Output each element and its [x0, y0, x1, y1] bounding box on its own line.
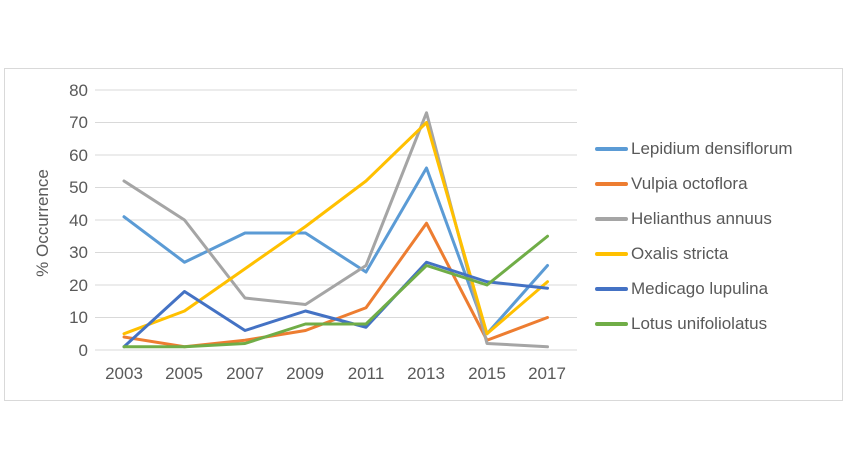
x-tick-label: 2005 — [165, 364, 203, 383]
series-line — [122, 121, 549, 336]
x-tick-label: 2003 — [105, 364, 143, 383]
y-tick-label: 60 — [69, 146, 88, 165]
legend-item: Lepidium densiflorum — [595, 138, 793, 160]
y-tick-label: 30 — [69, 243, 88, 262]
x-tick-label: 2011 — [347, 364, 385, 383]
legend-label: Medicago lupulina — [631, 279, 769, 298]
series-line — [122, 111, 549, 349]
x-tick-label: 2015 — [468, 364, 506, 383]
series-color-swatch — [595, 322, 628, 326]
x-tick-label: 2013 — [407, 364, 445, 383]
legend-item: Lotus unifoliolatus — [595, 313, 767, 335]
x-tick-label: 2017 — [528, 364, 566, 383]
y-tick-label: 70 — [69, 113, 88, 132]
series-color-swatch — [595, 147, 628, 151]
legend-label: Vulpia octoflora — [631, 174, 748, 193]
chart-object: % Occurrence 0 10 20 30 40 50 60 70 80 2… — [4, 68, 843, 401]
series-line — [122, 260, 549, 349]
x-tick-label: 2009 — [286, 364, 324, 383]
y-tick-label: 10 — [69, 308, 88, 327]
legend-label: Lotus unifoliolatus — [631, 314, 768, 333]
series-color-swatch — [595, 217, 628, 221]
series-color-swatch — [595, 287, 628, 291]
legend-item: Vulpia octoflora — [595, 173, 748, 195]
y-tick-label: 0 — [78, 341, 88, 360]
x-tick-label: 2007 — [226, 364, 264, 383]
legend-item: Helianthus annuus — [595, 208, 772, 230]
legend-label: Oxalis stricta — [631, 244, 729, 263]
legend-item: Oxalis stricta — [595, 243, 728, 265]
y-tick-label: 20 — [69, 276, 88, 295]
legend-label: Helianthus annuus — [631, 209, 772, 228]
legend-label: Lepidium densiflorum — [631, 139, 793, 158]
y-tick-label: 40 — [69, 211, 88, 230]
legend-item: Medicago lupulina — [595, 278, 768, 300]
y-tick-label: 80 — [69, 81, 88, 100]
series-color-swatch — [595, 252, 628, 256]
legend: Lepidium densiflorum Vulpia octoflora He… — [595, 69, 840, 400]
series-color-swatch — [595, 182, 628, 186]
plot-area — [95, 89, 577, 351]
y-tick-label: 50 — [69, 178, 88, 197]
series-line — [122, 234, 549, 349]
